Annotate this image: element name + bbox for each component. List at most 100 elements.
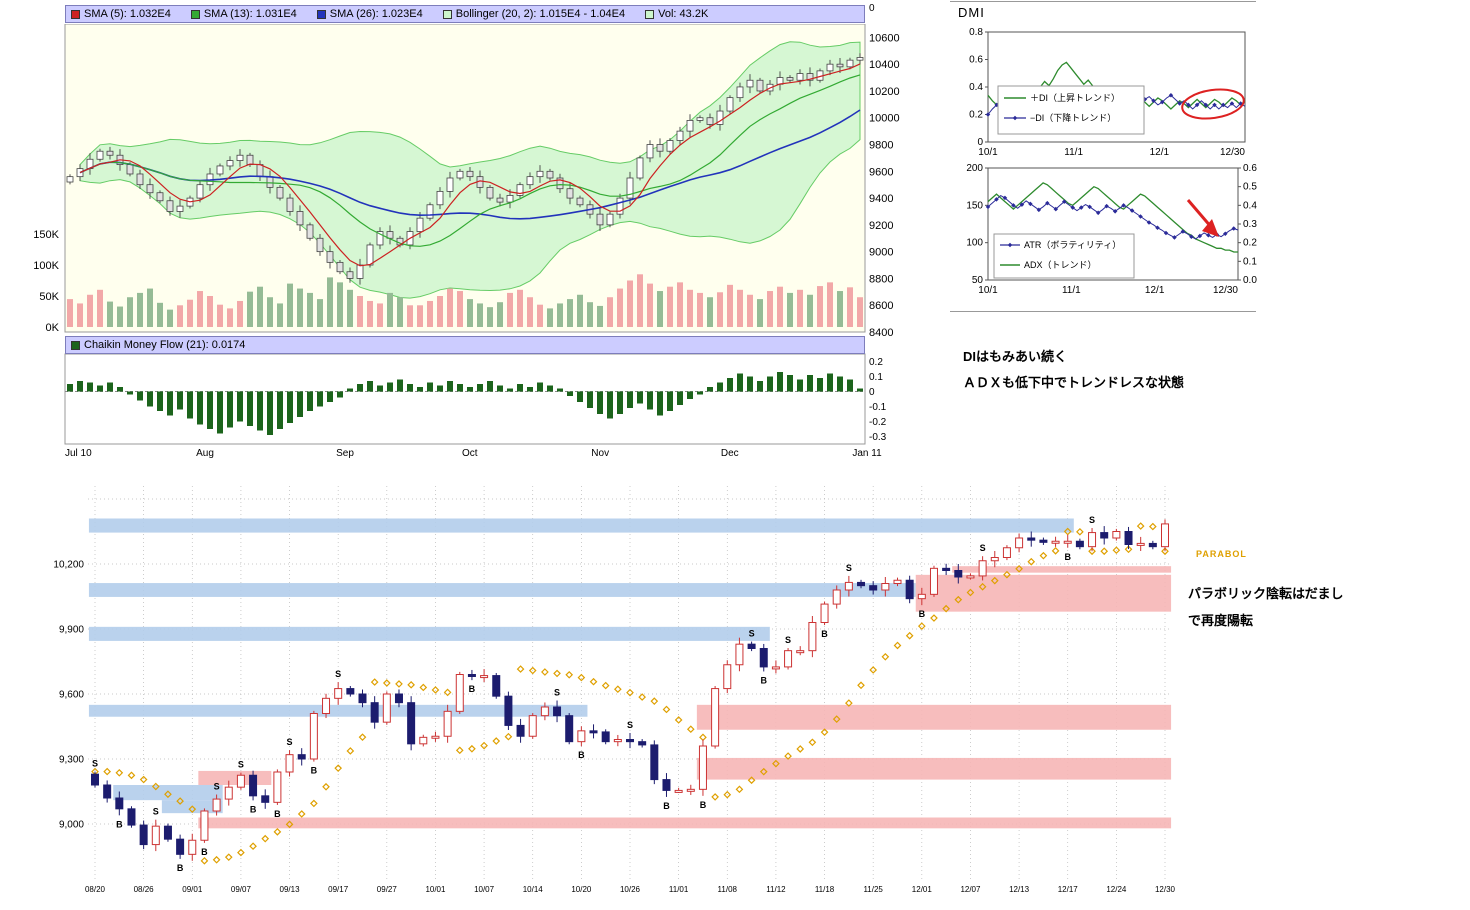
- sar-dot: [1136, 522, 1145, 530]
- zone-band-pink: [198, 770, 272, 785]
- sar-dot: [990, 576, 999, 585]
- sar-dot: [808, 738, 817, 747]
- svg-text:9000: 9000: [869, 247, 893, 259]
- sar-dot: [674, 716, 683, 724]
- svg-text:09/13: 09/13: [280, 885, 301, 894]
- sar-dot: [1003, 570, 1011, 579]
- parabolic-note-2: で再度陽転: [1188, 613, 1254, 628]
- zone-band-pink: [198, 817, 1172, 829]
- sar-dot: [1100, 547, 1109, 556]
- svg-text:Jul 10: Jul 10: [65, 448, 92, 459]
- sar-dot: [224, 853, 233, 862]
- svg-text:0.2: 0.2: [869, 357, 883, 368]
- sar-dot: [601, 681, 610, 690]
- svg-text:08/20: 08/20: [85, 885, 106, 894]
- svg-text:B: B: [201, 847, 208, 857]
- atr-legend-box: [993, 233, 1135, 279]
- svg-text:S: S: [238, 760, 244, 770]
- sar-dot: [370, 678, 379, 686]
- volume-swatch: [645, 9, 655, 19]
- atr-adx-chart: 200 150 100 50 0.6 0.5 0.4 0.3 0.2 0.1 0.0 ATR（ボラティ…: [966, 163, 1257, 296]
- sar-dot: [1039, 551, 1048, 560]
- sar-dot: [1148, 522, 1157, 531]
- svg-text:09/17: 09/17: [328, 885, 349, 894]
- svg-text:11/1: 11/1: [1062, 285, 1081, 296]
- svg-text:0.2: 0.2: [969, 110, 983, 121]
- svg-text:10/1: 10/1: [978, 147, 998, 158]
- panel-divider-top: [950, 1, 1256, 2]
- sar-dot: [382, 679, 391, 687]
- cmf-swatch: [71, 340, 80, 350]
- zone-band-blue: [88, 704, 588, 717]
- svg-text:B: B: [250, 804, 257, 814]
- sar-dot: [237, 848, 245, 857]
- svg-text:S: S: [287, 737, 293, 747]
- svg-text:10/14: 10/14: [523, 885, 544, 894]
- svg-text:S: S: [785, 635, 791, 645]
- legend-sma13-label: SMA (13): 1.031E4: [203, 7, 297, 20]
- svg-text:9,300: 9,300: [59, 755, 84, 766]
- sar-dot: [541, 668, 549, 676]
- sar-dot: [115, 768, 124, 777]
- adx-down-arrow: [1186, 199, 1214, 229]
- svg-text:B: B: [274, 809, 281, 819]
- svg-text:B: B: [700, 800, 707, 810]
- svg-text:Sep: Sep: [336, 448, 354, 459]
- svg-text:12/07: 12/07: [960, 885, 981, 894]
- svg-text:B: B: [116, 819, 123, 829]
- svg-text:0.6: 0.6: [969, 55, 983, 66]
- svg-text:150K: 150K: [33, 229, 59, 241]
- svg-text:10200: 10200: [869, 86, 900, 98]
- svg-text:8400: 8400: [869, 327, 893, 339]
- svg-text:10/07: 10/07: [474, 885, 495, 894]
- sar-dot: [322, 782, 330, 791]
- svg-text:0: 0: [977, 137, 983, 148]
- svg-text:09/07: 09/07: [231, 885, 252, 894]
- parabolic-candles-chart: 9,000 9,300 9,600 9,900 10,200 S B S B B S S B B S B S B S…: [53, 486, 1176, 894]
- legend-item-volume: Vol: 43.2K: [645, 8, 708, 20]
- sar-dot: [711, 793, 719, 801]
- sar-dot: [796, 745, 805, 753]
- dmi-legend-box: [997, 85, 1145, 135]
- dmi-highlight-ellipse: [1181, 88, 1245, 120]
- svg-text:S: S: [214, 782, 220, 792]
- sma5-swatch: [71, 9, 80, 19]
- svg-text:12/13: 12/13: [1009, 885, 1030, 894]
- sar-dot: [626, 688, 634, 697]
- sar-dot: [139, 775, 148, 784]
- svg-text:50: 50: [972, 275, 984, 286]
- svg-text:0.4: 0.4: [969, 82, 983, 93]
- svg-text:B: B: [578, 750, 585, 760]
- svg-text:Aug: Aug: [196, 448, 214, 459]
- sma-13-line: [79, 74, 861, 247]
- sma13-swatch: [190, 9, 200, 19]
- svg-text:S: S: [153, 807, 159, 817]
- sar-dot: [747, 776, 756, 785]
- sar-dot: [613, 685, 622, 694]
- panel-divider-bottom: [950, 311, 1256, 312]
- svg-text:0.0: 0.0: [1243, 275, 1257, 286]
- svg-text:0.1: 0.1: [1243, 256, 1257, 267]
- svg-text:S: S: [335, 669, 341, 679]
- sar-dot: [565, 670, 574, 679]
- zone-band-pink: [915, 574, 1172, 612]
- svg-text:11/18: 11/18: [815, 885, 835, 894]
- svg-text:Jan 11: Jan 11: [852, 448, 882, 459]
- svg-text:9800: 9800: [869, 140, 893, 152]
- sar-dot: [504, 732, 513, 741]
- sar-dot: [164, 790, 172, 799]
- svg-text:Oct: Oct: [462, 448, 478, 459]
- svg-text:S: S: [554, 688, 560, 698]
- sar-dot: [589, 677, 598, 686]
- sar-dot: [297, 810, 306, 818]
- sar-dot: [273, 827, 282, 836]
- legend-item-sma5: SMA (5): 1.032E4: [71, 8, 171, 20]
- sar-dot: [528, 666, 537, 675]
- svg-text:S: S: [980, 543, 986, 553]
- svg-text:B: B: [663, 801, 670, 811]
- svg-text:B: B: [469, 684, 476, 694]
- parabol-series-label: PARABOL: [1196, 549, 1247, 559]
- sar-dot: [249, 842, 257, 851]
- svg-text:10/20: 10/20: [571, 885, 592, 894]
- sma-5-line: [79, 63, 861, 267]
